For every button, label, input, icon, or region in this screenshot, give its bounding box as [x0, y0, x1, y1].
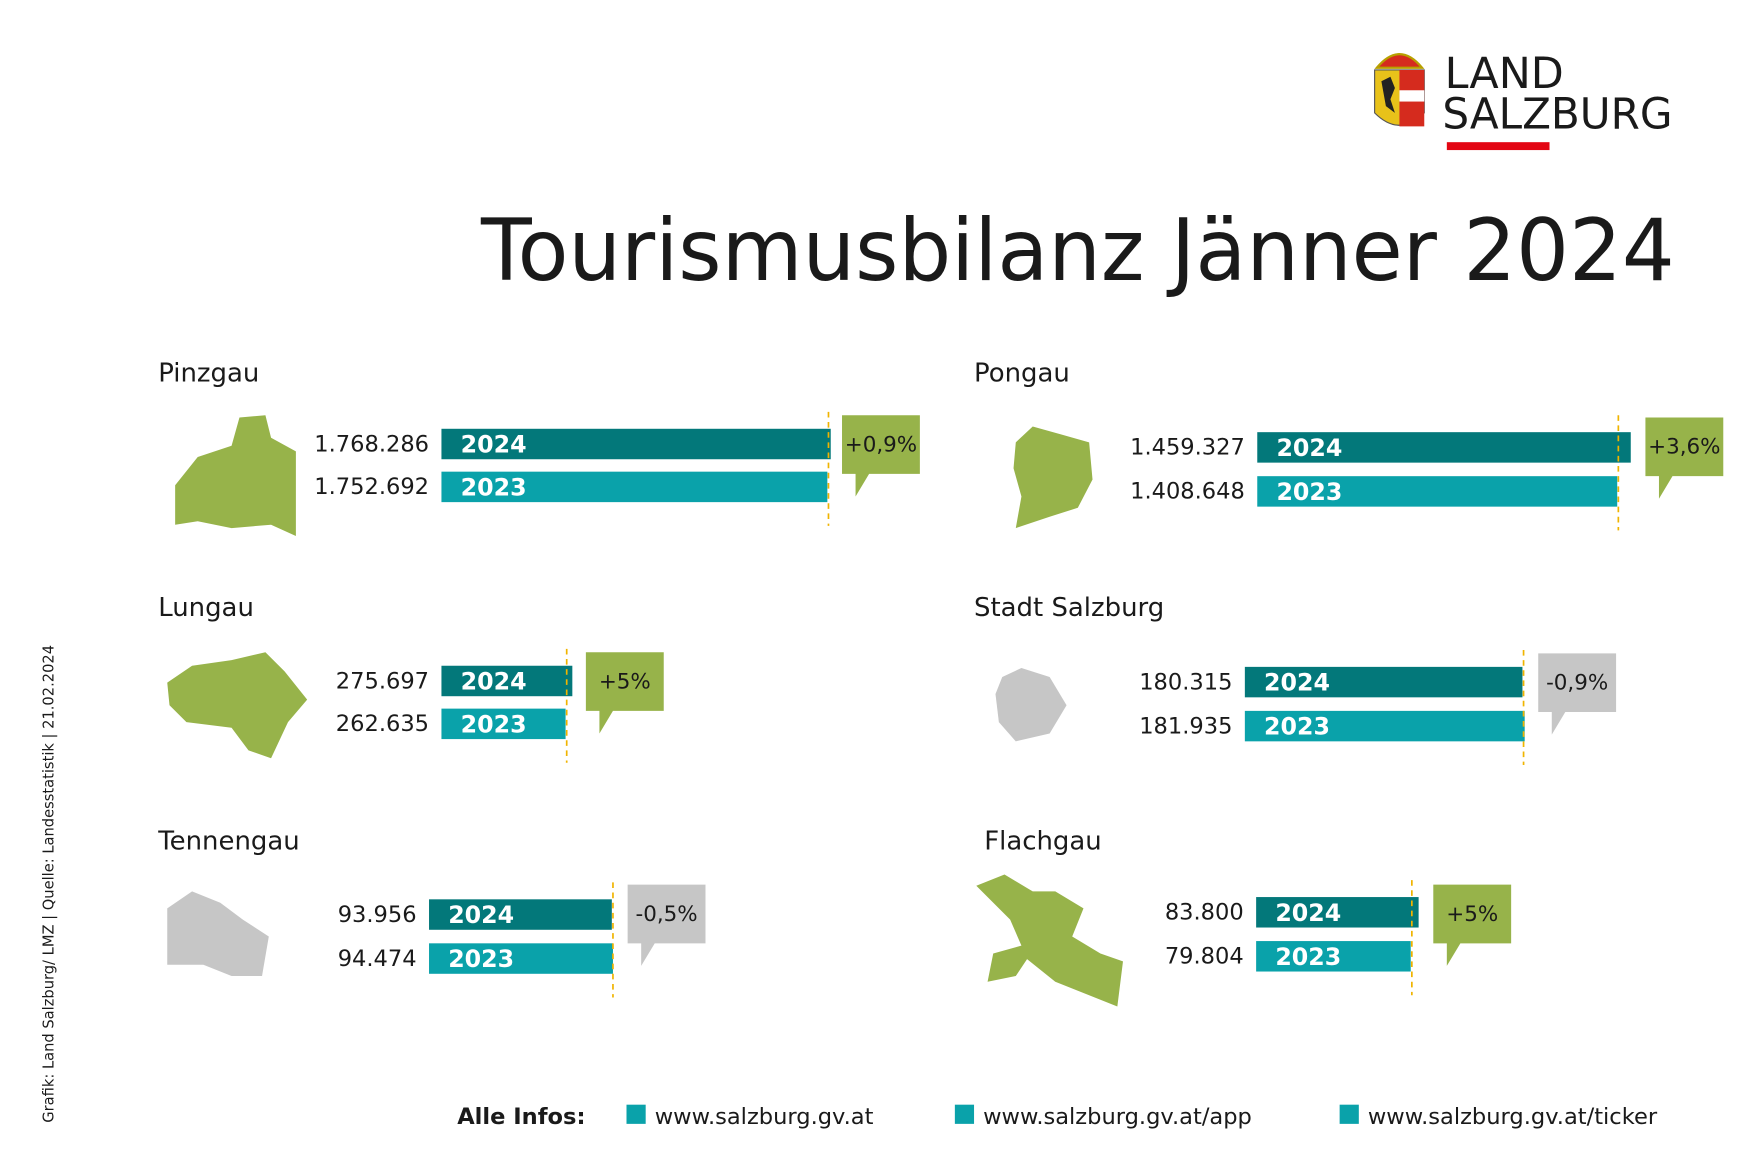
- region: Pongau 1.459.327 2024 1.408.648 2023 +3,6%: [974, 358, 1724, 531]
- region: Tennengau 93.956 2024 94.474 2023 -0,5%: [157, 827, 706, 998]
- side-note: Grafik: Land Salzburg/ LMZ | Quelle: Lan…: [40, 645, 57, 1123]
- bar: [1256, 897, 1419, 928]
- region-map: [167, 652, 308, 759]
- region-name: Pinzgau: [158, 358, 259, 388]
- footer-link: www.salzburg.gv.at/ticker: [1368, 1104, 1658, 1130]
- value-label: 94.474: [338, 946, 417, 972]
- bar: [1244, 666, 1523, 698]
- value-label: 1.408.648: [1130, 479, 1245, 505]
- value-label: 1.768.286: [314, 431, 429, 457]
- value-label: 275.697: [336, 668, 429, 694]
- logo-line: SALZBURG: [1442, 90, 1672, 140]
- bar: [429, 899, 612, 930]
- year-label: 2024: [448, 901, 514, 929]
- value-label: 79.804: [1165, 944, 1244, 970]
- change-label: +5%: [1446, 902, 1498, 927]
- region-map: [1013, 426, 1093, 529]
- year-label: 2023: [448, 945, 514, 973]
- link-bullet: [1339, 1104, 1359, 1124]
- bar: [441, 708, 566, 740]
- value-label: 262.635: [336, 711, 429, 737]
- change-bubble: [842, 415, 920, 497]
- bar: [1257, 476, 1618, 507]
- year-label: 2023: [461, 473, 527, 501]
- bar: [441, 428, 831, 460]
- bar: [1244, 710, 1525, 742]
- bar: [1256, 941, 1411, 972]
- value-label: 83.800: [1165, 900, 1244, 926]
- region-name: Flachgau: [984, 827, 1102, 857]
- year-label: 2023: [1264, 713, 1330, 741]
- region-name: Tennengau: [157, 827, 299, 857]
- region-name: Lungau: [158, 593, 254, 623]
- year-label: 2024: [1275, 899, 1341, 927]
- change-bubble: [1433, 884, 1512, 966]
- value-label: 1.752.692: [314, 474, 429, 500]
- change-label: +0,9%: [845, 432, 917, 457]
- change-bubble: [1645, 417, 1724, 499]
- change-label: +3,6%: [1648, 435, 1720, 460]
- bar: [429, 943, 613, 974]
- year-label: 2024: [461, 667, 527, 695]
- region-map: [976, 874, 1123, 1007]
- region-map: [995, 668, 1067, 742]
- year-label: 2023: [461, 710, 527, 738]
- year-label: 2024: [461, 430, 527, 458]
- value-label: 1.459.327: [1130, 435, 1245, 461]
- region-map: [175, 415, 296, 536]
- change-bubble: [1538, 653, 1617, 735]
- change-bubble: [627, 884, 706, 966]
- bar: [441, 471, 828, 503]
- change-label: -0,9%: [1546, 670, 1608, 695]
- bar: [441, 665, 573, 697]
- coat-of-arms: [1374, 53, 1425, 127]
- title: Tourismusbilanz Jänner 2024: [480, 201, 1675, 301]
- footer-link: www.salzburg.gv.at: [655, 1104, 874, 1130]
- footer-label: Alle Infos:: [457, 1104, 585, 1130]
- link-bullet: [626, 1104, 646, 1124]
- change-bubble: [585, 652, 664, 734]
- change-label: -0,5%: [635, 902, 697, 927]
- change-label: +5%: [599, 669, 651, 694]
- value-label: 181.935: [1139, 713, 1232, 739]
- value-label: 93.956: [338, 902, 417, 928]
- year-label: 2024: [1276, 434, 1342, 462]
- region: Lungau 275.697 2024 262.635 2023 +5%: [158, 593, 664, 763]
- footer-link: www.salzburg.gv.at/app: [983, 1104, 1252, 1130]
- region-map: [167, 891, 269, 977]
- region-name: Stadt Salzburg: [974, 593, 1164, 623]
- region: Stadt Salzburg 180.315 2024 181.935 2023 -0,9…: [974, 593, 1617, 766]
- region: Pinzgau 1.768.286 2024 1.752.692 2023 +0,9%: [158, 358, 920, 536]
- region: Flachgau 83.800 2024 79.804 2023 +5%: [976, 827, 1512, 1007]
- bar: [1257, 432, 1631, 463]
- logo-line: LAND: [1445, 49, 1564, 99]
- logo-bar: [1446, 142, 1550, 151]
- year-label: 2024: [1264, 669, 1330, 697]
- value-label: 180.315: [1139, 669, 1232, 695]
- year-label: 2023: [1275, 943, 1341, 971]
- year-label: 2023: [1276, 478, 1342, 506]
- link-bullet: [954, 1104, 975, 1124]
- region-name: Pongau: [974, 358, 1070, 388]
